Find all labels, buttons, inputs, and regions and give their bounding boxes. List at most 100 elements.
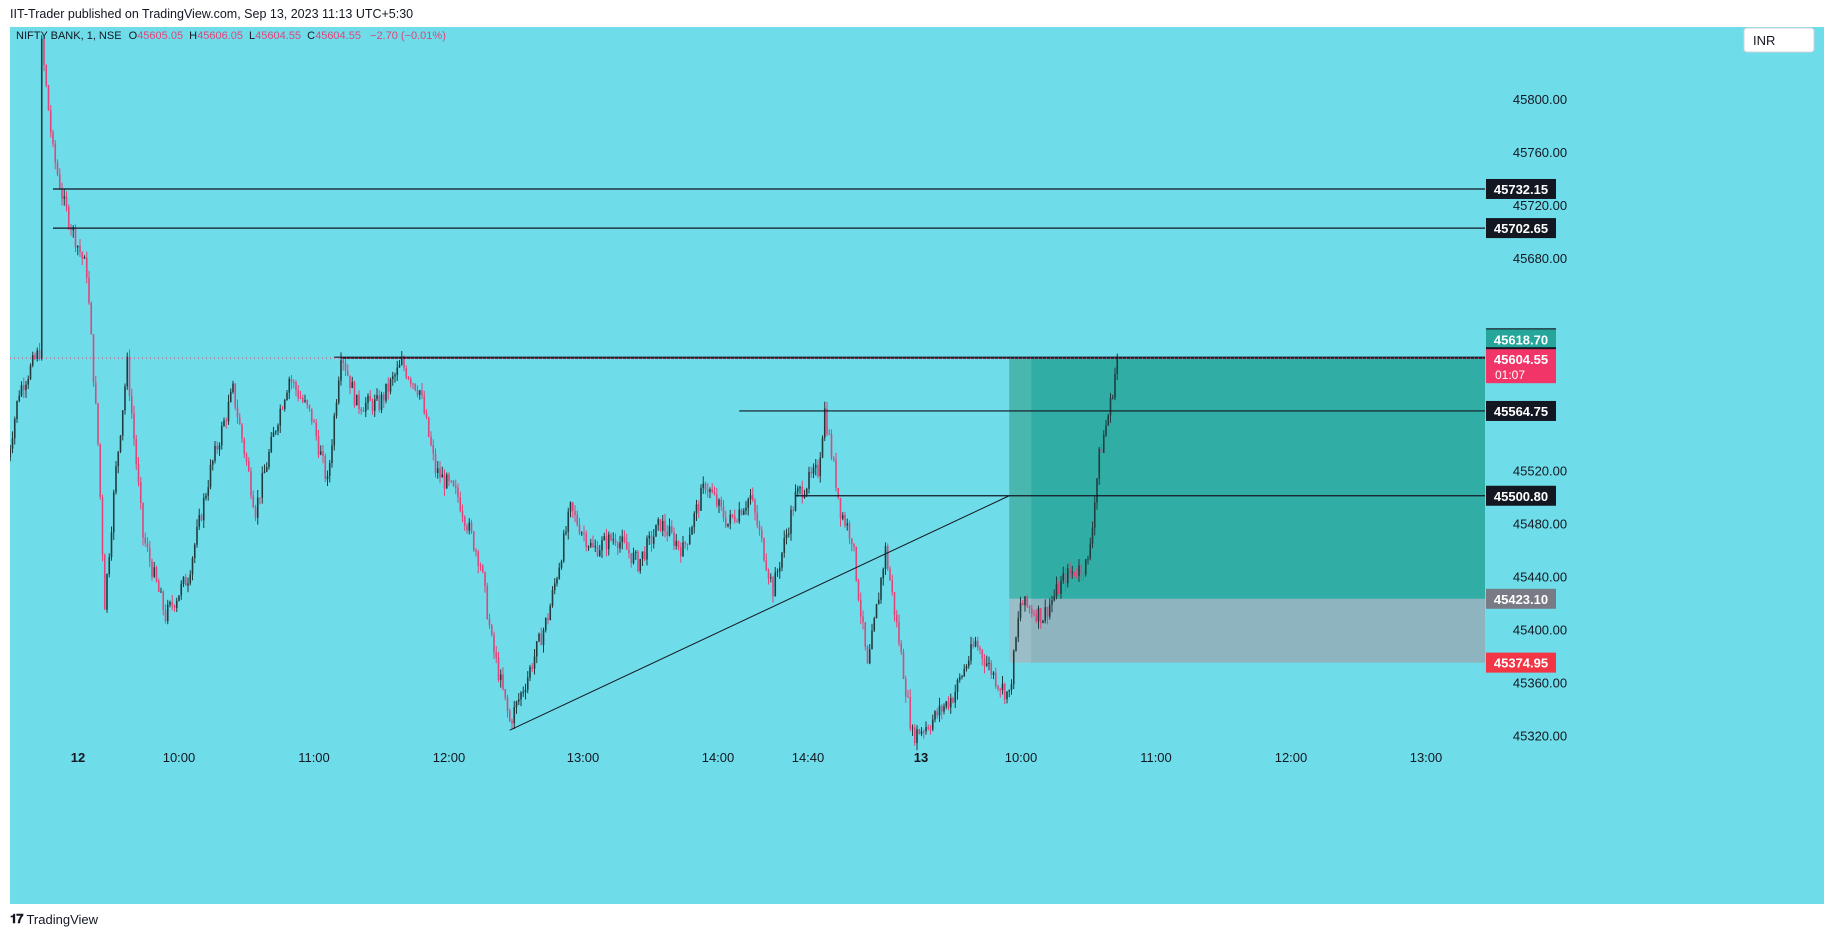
candle-body: [673, 532, 675, 546]
candle-body: [799, 486, 801, 489]
candle-body: [358, 394, 360, 410]
candle-body: [718, 499, 720, 506]
candles: [10, 35, 1119, 751]
candle-body: [1089, 543, 1092, 559]
candle-body: [43, 38, 45, 66]
candle-body: [1075, 575, 1078, 577]
candle-body: [432, 445, 435, 454]
candle-body: [49, 110, 52, 133]
candle-body: [88, 277, 90, 303]
candle-body: [790, 509, 792, 534]
candle-body: [756, 512, 759, 526]
legend-c-value: 45604.55: [315, 30, 361, 42]
candle-body: [385, 383, 387, 401]
candle-body: [657, 519, 660, 525]
candle-body: [634, 551, 637, 553]
candle-body: [893, 592, 896, 615]
candle-body: [216, 445, 219, 450]
candle-body: [313, 421, 315, 423]
candle-body: [670, 526, 673, 533]
candle-body: [1008, 689, 1011, 692]
candle-body: [722, 506, 725, 518]
candle-body: [234, 383, 237, 408]
candle-body: [328, 463, 331, 477]
candle-body: [1019, 603, 1022, 618]
candle-body: [1033, 613, 1035, 615]
candle-body: [880, 578, 882, 600]
candle-body: [117, 451, 120, 467]
y-tick-label: 45320.00: [1513, 729, 1567, 744]
candle-body: [436, 468, 439, 473]
legend-symbol: NIFTY BANK, 1, NSE: [16, 30, 122, 42]
candle-body: [965, 666, 968, 669]
candle-body: [1084, 559, 1087, 575]
candle-body: [864, 622, 867, 647]
candle-body: [238, 417, 241, 425]
candle-body: [794, 491, 797, 511]
candle-body: [531, 666, 534, 669]
target-zone[interactable]: [1009, 357, 1485, 599]
candle-body: [709, 489, 711, 492]
candle-body: [580, 532, 583, 534]
candle-body: [1026, 596, 1029, 607]
candle-body: [322, 451, 324, 456]
candle-body: [196, 526, 198, 545]
publish-header: IIT-Trader published on TradingView.com,…: [10, 7, 414, 21]
candle-body: [11, 438, 14, 449]
candle-body: [315, 422, 318, 437]
candle-body: [715, 494, 718, 506]
candle-body: [418, 390, 421, 395]
candle-body: [940, 705, 943, 712]
candle-body: [832, 457, 835, 460]
chart-area[interactable]: 45800.00 45760.00 45720.00 45680.00 45520.00…: [10, 27, 1824, 904]
candle-body: [45, 65, 48, 86]
candle-body: [281, 408, 284, 410]
candle-body: [256, 497, 259, 518]
candle-body: [855, 546, 858, 581]
candle-body: [274, 431, 277, 433]
candle-body: [333, 415, 336, 446]
candle-body: [355, 394, 358, 406]
candle-body: [481, 565, 484, 573]
candle-body: [506, 697, 509, 711]
price-label-box: [1486, 485, 1556, 506]
candle-body: [241, 424, 243, 440]
price-label: 45702.65: [1494, 221, 1548, 236]
candle-body: [954, 691, 957, 703]
candle-body: [684, 542, 687, 544]
candle-body: [828, 433, 831, 435]
price-label: 45564.75: [1494, 404, 1548, 419]
candle-body: [1015, 637, 1017, 651]
candle-body: [985, 663, 988, 666]
candle-body: [25, 384, 27, 391]
stop-zone[interactable]: [1009, 598, 1485, 663]
candle-body: [394, 375, 396, 377]
candle-body: [812, 467, 815, 474]
trendline[interactable]: [509, 495, 1010, 731]
candle-body: [958, 677, 961, 680]
candle-body: [290, 379, 293, 383]
candle-body: [637, 551, 639, 572]
candle-body: [1078, 565, 1080, 576]
chart-svg[interactable]: 45800.00 45760.00 45720.00 45680.00 45520.00…: [10, 27, 1824, 904]
candle-body: [630, 553, 633, 564]
candle-body: [992, 672, 995, 675]
candle-body: [738, 509, 741, 522]
candle-body: [1082, 573, 1085, 575]
candle-body: [661, 520, 664, 531]
candle-body: [301, 398, 304, 402]
candle-body: [1046, 607, 1049, 617]
candle-body: [598, 550, 601, 556]
candle-body: [522, 691, 525, 693]
candle-body: [67, 207, 70, 228]
candle-body: [875, 604, 878, 619]
candle-body: [668, 526, 671, 536]
candle-body: [835, 459, 837, 489]
currency-box[interactable]: INR: [1743, 27, 1815, 53]
candle-body: [607, 534, 610, 550]
candle-body: [1107, 415, 1110, 426]
candle-body: [85, 257, 88, 278]
candle-body: [769, 577, 772, 579]
candle-body: [900, 643, 903, 653]
candle-body: [533, 656, 536, 669]
